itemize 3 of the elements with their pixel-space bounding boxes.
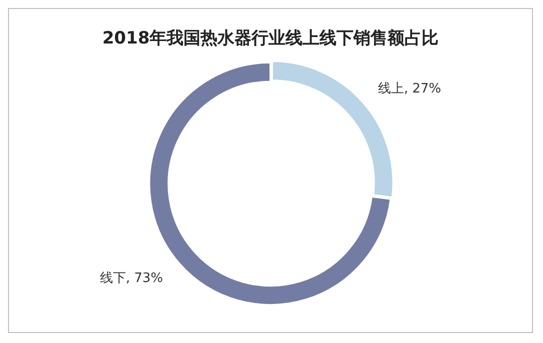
chart-title: 2018年我国热水器行业线上线下销售额占比 xyxy=(102,28,439,49)
slice-label: 线下, 73% xyxy=(100,270,164,286)
slice-label: 线上, 27% xyxy=(378,81,442,96)
